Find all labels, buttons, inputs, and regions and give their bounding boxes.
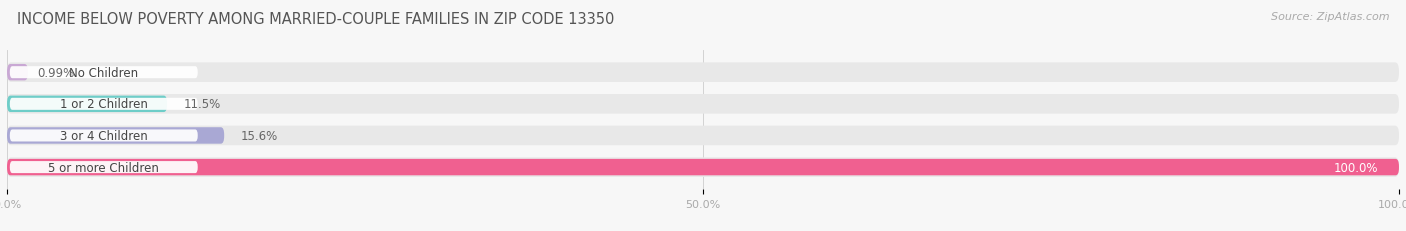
Text: Source: ZipAtlas.com: Source: ZipAtlas.com (1271, 12, 1389, 21)
Text: 1 or 2 Children: 1 or 2 Children (60, 98, 148, 111)
FancyBboxPatch shape (7, 128, 224, 144)
FancyBboxPatch shape (7, 63, 1399, 83)
FancyBboxPatch shape (10, 130, 198, 142)
FancyBboxPatch shape (7, 65, 28, 81)
FancyBboxPatch shape (7, 96, 167, 112)
Text: 11.5%: 11.5% (184, 98, 221, 111)
Text: 0.99%: 0.99% (38, 66, 75, 79)
Text: INCOME BELOW POVERTY AMONG MARRIED-COUPLE FAMILIES IN ZIP CODE 13350: INCOME BELOW POVERTY AMONG MARRIED-COUPL… (17, 12, 614, 27)
FancyBboxPatch shape (7, 95, 1399, 114)
FancyBboxPatch shape (7, 126, 1399, 146)
FancyBboxPatch shape (7, 159, 1399, 176)
Text: 100.0%: 100.0% (1333, 161, 1378, 174)
Text: 15.6%: 15.6% (240, 129, 278, 142)
FancyBboxPatch shape (10, 67, 198, 79)
Text: 5 or more Children: 5 or more Children (48, 161, 159, 174)
FancyBboxPatch shape (10, 161, 198, 173)
Text: No Children: No Children (69, 66, 138, 79)
FancyBboxPatch shape (7, 158, 1399, 177)
FancyBboxPatch shape (10, 98, 198, 110)
Text: 3 or 4 Children: 3 or 4 Children (60, 129, 148, 142)
